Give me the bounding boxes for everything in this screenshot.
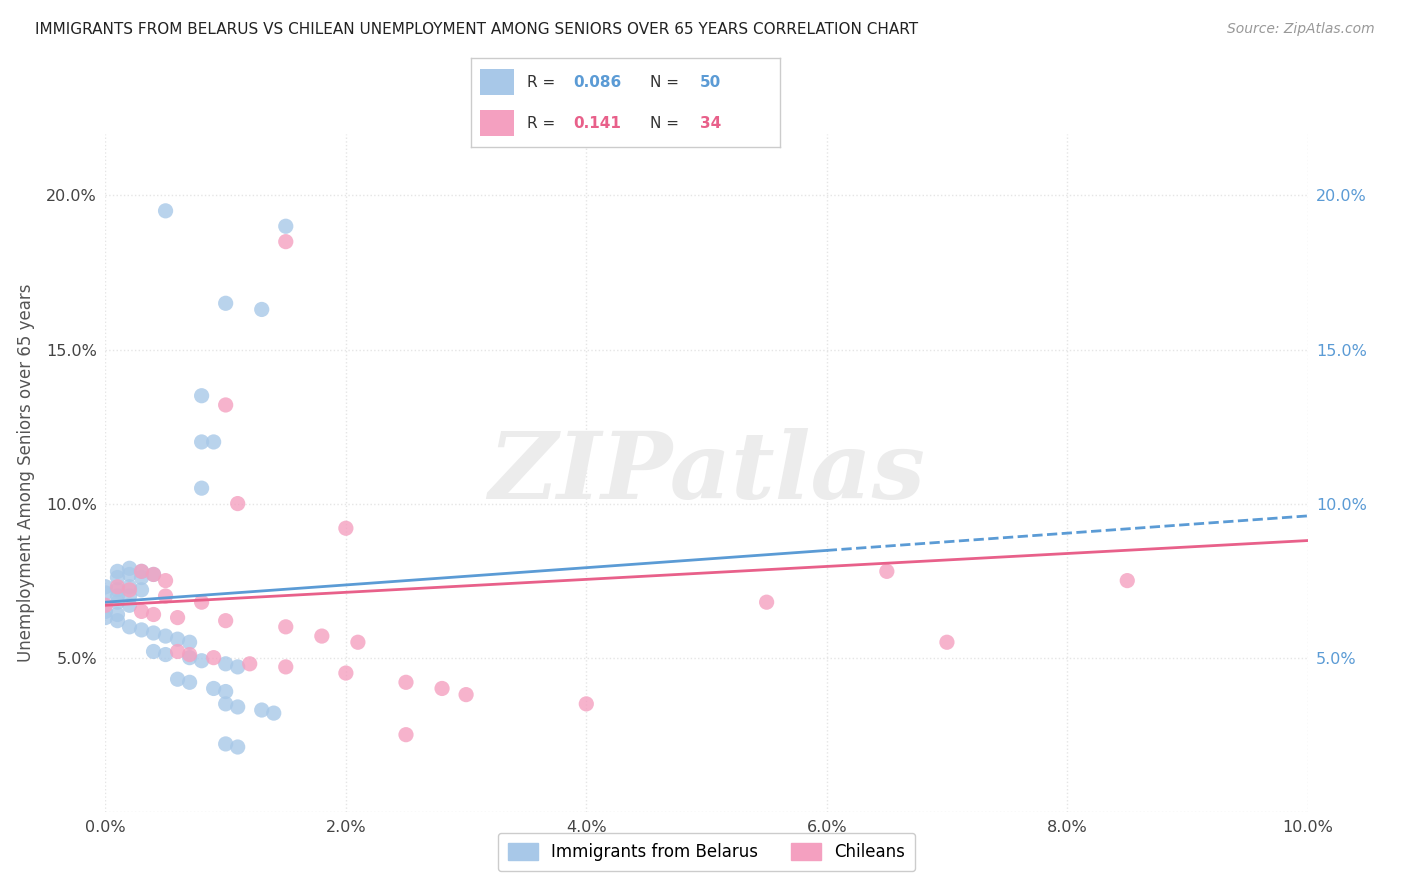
Text: R =: R =: [527, 75, 560, 89]
Point: [155, 648, 177, 662]
Point: [94, 604, 117, 618]
Point: [107, 582, 129, 597]
Point: [575, 697, 598, 711]
Point: [226, 497, 249, 511]
Point: [118, 580, 141, 594]
Text: IMMIGRANTS FROM BELARUS VS CHILEAN UNEMPLOYMENT AMONG SENIORS OVER 65 YEARS CORR: IMMIGRANTS FROM BELARUS VS CHILEAN UNEMP…: [35, 22, 918, 37]
Point: [107, 595, 129, 609]
Point: [118, 561, 141, 575]
Point: [274, 219, 297, 234]
Point: [190, 595, 212, 609]
Point: [107, 589, 129, 603]
Point: [179, 648, 201, 662]
Point: [94, 586, 117, 600]
Point: [454, 688, 477, 702]
Point: [226, 660, 249, 674]
Point: [202, 650, 225, 665]
Point: [166, 610, 188, 624]
Point: [263, 706, 285, 720]
Point: [94, 610, 117, 624]
Point: [107, 580, 129, 594]
Text: 0.086: 0.086: [574, 75, 621, 89]
Point: [190, 434, 212, 449]
Point: [1116, 574, 1139, 588]
Point: [118, 620, 141, 634]
Point: [430, 681, 453, 696]
Point: [131, 582, 153, 597]
Legend: Immigrants from Belarus, Chileans: Immigrants from Belarus, Chileans: [498, 833, 915, 871]
Text: 0.141: 0.141: [574, 116, 621, 130]
Text: Source: ZipAtlas.com: Source: ZipAtlas.com: [1227, 22, 1375, 37]
Point: [202, 434, 225, 449]
Point: [755, 595, 778, 609]
Text: N =: N =: [651, 116, 685, 130]
Point: [214, 398, 236, 412]
Point: [214, 684, 236, 698]
Text: 34: 34: [700, 116, 721, 130]
Y-axis label: Unemployment Among Seniors over 65 years: Unemployment Among Seniors over 65 years: [17, 284, 35, 662]
Point: [131, 565, 153, 579]
Point: [250, 302, 273, 317]
Point: [179, 650, 201, 665]
Point: [179, 675, 201, 690]
Text: ZIPatlas: ZIPatlas: [488, 428, 925, 517]
Bar: [481, 69, 515, 95]
Point: [118, 582, 141, 597]
Point: [347, 635, 370, 649]
Point: [118, 589, 141, 603]
Point: [395, 728, 418, 742]
Point: [311, 629, 333, 643]
Point: [131, 565, 153, 579]
Point: [94, 580, 117, 594]
Point: [335, 666, 357, 681]
Point: [155, 589, 177, 603]
Point: [142, 626, 165, 640]
Point: [190, 654, 212, 668]
Point: [142, 567, 165, 582]
Point: [936, 635, 959, 649]
Point: [131, 604, 153, 618]
Point: [226, 700, 249, 714]
Point: [214, 657, 236, 671]
Point: [202, 681, 225, 696]
Point: [155, 629, 177, 643]
Point: [107, 607, 129, 622]
Point: [190, 389, 212, 403]
Point: [179, 635, 201, 649]
Point: [214, 296, 236, 310]
Point: [214, 697, 236, 711]
Point: [239, 657, 262, 671]
Point: [142, 607, 165, 622]
Point: [190, 481, 212, 495]
Point: [131, 623, 153, 637]
Point: [107, 570, 129, 584]
Point: [214, 737, 236, 751]
Point: [226, 739, 249, 754]
Point: [274, 235, 297, 249]
Text: 50: 50: [700, 75, 721, 89]
Point: [250, 703, 273, 717]
Text: R =: R =: [527, 116, 560, 130]
Point: [274, 660, 297, 674]
Point: [335, 521, 357, 535]
Point: [94, 599, 117, 613]
Point: [142, 567, 165, 582]
Point: [142, 644, 165, 658]
Point: [131, 570, 153, 584]
Point: [118, 567, 141, 582]
Point: [118, 599, 141, 613]
Point: [107, 614, 129, 628]
Point: [166, 672, 188, 686]
Point: [107, 565, 129, 579]
Point: [166, 644, 188, 658]
Point: [395, 675, 418, 690]
Point: [155, 574, 177, 588]
Point: [876, 565, 898, 579]
Point: [274, 620, 297, 634]
Point: [155, 203, 177, 218]
Bar: [481, 110, 515, 136]
Point: [214, 614, 236, 628]
Point: [166, 632, 188, 647]
Text: N =: N =: [651, 75, 685, 89]
